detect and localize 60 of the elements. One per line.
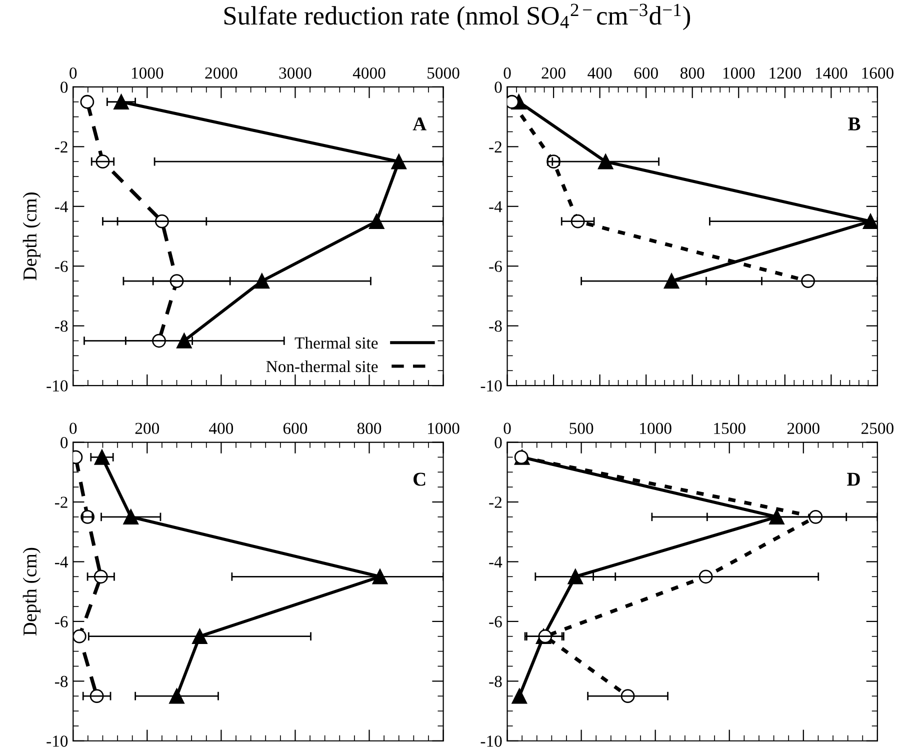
y-tick-label: -8 bbox=[489, 320, 502, 332]
y-tick-label: -2 bbox=[54, 496, 68, 508]
x-tick-label: 600 bbox=[283, 422, 308, 434]
y-tick-label: -4 bbox=[54, 556, 68, 568]
x-tick-label: 800 bbox=[680, 67, 704, 79]
y-tick-label: -10 bbox=[46, 736, 68, 747]
x-tick-label: 800 bbox=[357, 422, 382, 434]
x-tick-label: 1500 bbox=[714, 422, 746, 434]
x-tick-label: 1000 bbox=[640, 422, 672, 434]
y-tick-label: -4 bbox=[54, 201, 68, 212]
x-tick-label: 400 bbox=[588, 67, 612, 79]
x-tick-label: 500 bbox=[570, 422, 594, 434]
y-tick-label: -2 bbox=[489, 141, 502, 152]
annotation: C bbox=[414, 472, 426, 486]
x-tick-label: 0 bbox=[70, 422, 77, 434]
x-tick-label: 1000 bbox=[428, 422, 460, 434]
y-tick-label: -10 bbox=[480, 380, 502, 392]
y-tick-label: -6 bbox=[54, 260, 68, 272]
x-tick-label: 1400 bbox=[816, 67, 848, 79]
y-tick-label: -10 bbox=[480, 736, 502, 747]
y-tick-label: -4 bbox=[489, 556, 502, 568]
y-tick-label: -6 bbox=[54, 616, 68, 628]
y-tick-label: -10 bbox=[46, 380, 68, 392]
y-tick-label: 0 bbox=[494, 82, 502, 93]
x-tick-label: 1600 bbox=[862, 67, 894, 79]
x-tick-label: 1200 bbox=[770, 67, 801, 79]
y-tick-label: -8 bbox=[489, 676, 502, 688]
y-tick-label: -4 bbox=[489, 201, 502, 212]
x-tick-label: 400 bbox=[209, 422, 234, 434]
y-tick-label: -8 bbox=[54, 320, 68, 332]
legend-label: Non-thermal site bbox=[266, 360, 378, 372]
x-tick-label: 200 bbox=[135, 422, 160, 434]
chart-title: Sulfate reduction rate (nmol SO$_{4}$$^{2−}$cm$^{−3}$d$^{−1}$) bbox=[224, 4, 690, 30]
y-tick-label: -2 bbox=[54, 141, 68, 152]
x-tick-label: 2000 bbox=[787, 422, 820, 434]
y-tick-label: 0 bbox=[494, 436, 502, 448]
y-axis-title: Depth (cm) bbox=[22, 548, 40, 636]
y-tick-label: 0 bbox=[60, 436, 68, 448]
y-axis-title: Depth (cm) bbox=[22, 192, 40, 280]
annotation: A bbox=[412, 117, 426, 130]
x-tick-label: 0 bbox=[504, 67, 511, 79]
y-tick-label: -2 bbox=[489, 496, 502, 508]
x-tick-label: 600 bbox=[634, 67, 658, 79]
x-tick-label: 3000 bbox=[279, 67, 312, 79]
x-tick-label: 1000 bbox=[723, 67, 755, 79]
x-tick-label: 5000 bbox=[428, 67, 460, 79]
x-tick-label: 1000 bbox=[132, 67, 164, 79]
annotation: D bbox=[847, 472, 860, 486]
y-tick-label: 0 bbox=[60, 82, 68, 93]
x-tick-label: 0 bbox=[504, 422, 511, 434]
x-tick-label: 200 bbox=[542, 67, 566, 79]
annotation: B bbox=[848, 118, 860, 130]
x-tick-label: 0 bbox=[70, 67, 77, 79]
y-tick-label: -6 bbox=[489, 260, 502, 272]
x-tick-label: 2500 bbox=[862, 422, 894, 434]
x-tick-label: 2000 bbox=[205, 67, 238, 79]
legend-label: Thermal site bbox=[294, 336, 378, 349]
y-tick-label: -8 bbox=[54, 676, 68, 688]
x-tick-label: 4000 bbox=[352, 67, 386, 79]
y-tick-label: -6 bbox=[489, 616, 502, 628]
